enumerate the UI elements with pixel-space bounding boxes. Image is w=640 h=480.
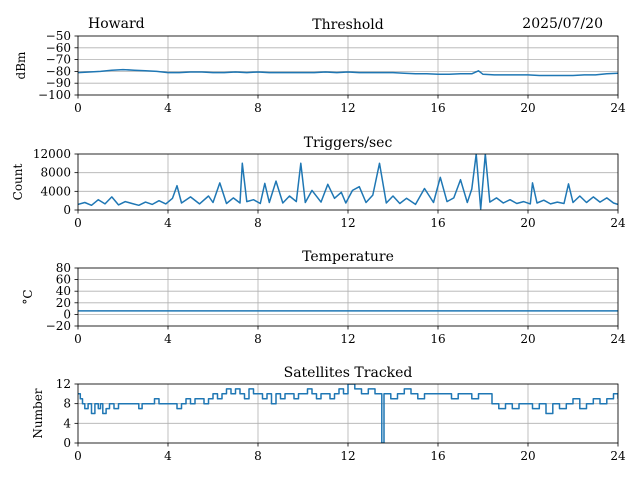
y-tick-label: 20 — [56, 296, 71, 310]
x-tick-label: 24 — [610, 332, 626, 346]
y-tick-label: −100 — [38, 88, 71, 102]
x-tick-label: 8 — [254, 101, 262, 115]
subplots-group: Threshold 0 4 8 12 16 20 24 −100−90−80−70−60−50 d… — [11, 17, 626, 463]
subplot-4: Satellites Tracked 0 4 8 12 16 20 24 0 4 8 12 Number — [31, 365, 626, 463]
x-tick-label: 12 — [340, 449, 355, 463]
y-tick-label: −20 — [46, 319, 71, 333]
subplot-title: Threshold — [312, 17, 383, 33]
x-tick-label: 8 — [254, 216, 262, 230]
y-axis-label: Number — [31, 388, 45, 438]
x-tick-label: 16 — [430, 449, 445, 463]
x-tick-label: 24 — [610, 449, 626, 463]
y-tick-label: 0 — [63, 307, 71, 321]
x-tick-label: 8 — [254, 449, 262, 463]
y-axis-label: °C — [21, 289, 35, 304]
y-tick-label: 8000 — [40, 166, 71, 180]
y-tick-label: −90 — [46, 76, 71, 90]
x-tick-label: 4 — [164, 332, 172, 346]
x-tick-label: 8 — [254, 332, 262, 346]
x-tick-label: 12 — [340, 101, 355, 115]
y-tick-label: 0 — [63, 203, 71, 217]
y-axis-label: Count — [11, 163, 25, 200]
y-tick-label: 4000 — [40, 184, 71, 198]
x-tick-label: 16 — [430, 101, 445, 115]
y-tick-label: 12000 — [33, 147, 71, 161]
y-tick-label: 8 — [63, 397, 71, 411]
subplot-title: Triggers/sec — [304, 135, 393, 151]
x-tick-label: 20 — [520, 449, 535, 463]
x-tick-label: 4 — [164, 101, 172, 115]
y-tick-label: 4 — [63, 416, 71, 430]
subplot-1: Threshold 0 4 8 12 16 20 24 −100−90−80−70−60−50 d… — [14, 17, 626, 115]
y-tick-label: −60 — [46, 41, 71, 55]
x-tick-label: 20 — [520, 101, 535, 115]
y-tick-label: 0 — [63, 436, 71, 450]
subplot-2: Triggers/sec 0 4 8 12 16 20 24 0 4000 8000 12000 Cou… — [11, 135, 626, 230]
x-tick-label: 0 — [74, 216, 82, 230]
x-tick-label: 24 — [610, 101, 626, 115]
y-tick-label: 80 — [56, 261, 71, 275]
x-tick-label: 4 — [164, 449, 172, 463]
subplot-title: Temperature — [302, 249, 394, 265]
x-tick-label: 0 — [74, 101, 82, 115]
x-tick-label: 0 — [74, 332, 82, 346]
subplot-title: Satellites Tracked — [284, 365, 413, 381]
x-tick-label: 4 — [164, 216, 172, 230]
y-tick-label: −70 — [46, 53, 71, 67]
series-line-1 — [78, 384, 618, 443]
x-tick-label: 12 — [340, 216, 355, 230]
x-tick-label: 24 — [610, 216, 626, 230]
x-tick-label: 0 — [74, 449, 82, 463]
station-name: Howard — [88, 16, 145, 32]
report-date: 2025/07/20 — [522, 16, 603, 32]
series-line-1 — [78, 68, 618, 77]
y-axis-label: dBm — [14, 51, 28, 80]
x-tick-label: 12 — [340, 332, 355, 346]
x-tick-label: 20 — [520, 332, 535, 346]
y-tick-label: −50 — [46, 29, 71, 43]
x-tick-label: 20 — [520, 216, 535, 230]
x-tick-label: 16 — [430, 332, 445, 346]
y-tick-label: −80 — [46, 64, 71, 78]
y-tick-label: 12 — [56, 377, 71, 391]
series-line-1 — [78, 154, 618, 210]
x-tick-label: 16 — [430, 216, 445, 230]
y-tick-label: 40 — [56, 284, 71, 298]
y-tick-label: 60 — [56, 273, 71, 287]
